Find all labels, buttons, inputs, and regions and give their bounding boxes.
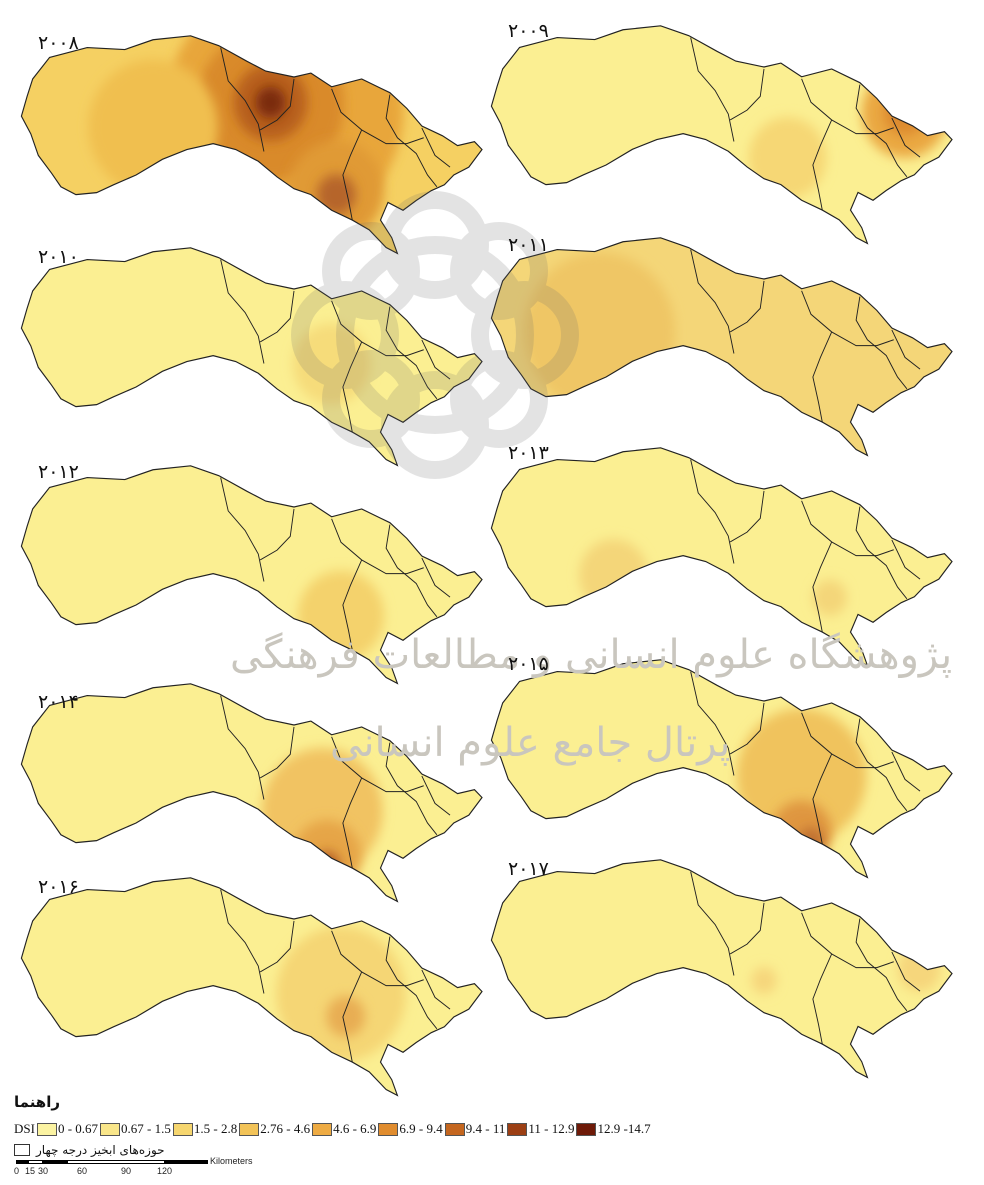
scale-segment <box>29 1160 42 1164</box>
basin-fill <box>21 683 483 902</box>
legend-basin-entry: حوزه‌های ابخیز درجه چهار <box>14 1143 204 1157</box>
legend-class-label: 11 - 12.9 <box>528 1121 575 1136</box>
basin-fill <box>21 877 483 1096</box>
map-panel <box>20 465 483 684</box>
dsi-hotspot <box>261 748 383 875</box>
legend-swatch <box>312 1122 333 1136</box>
legend-swatch <box>172 1122 193 1136</box>
basin-fill <box>21 247 483 466</box>
dsi-hotspot <box>751 966 777 995</box>
scale-unit: Kilometers <box>210 1156 253 1166</box>
scale-segment <box>164 1160 208 1164</box>
legend-swatch <box>444 1122 465 1136</box>
dsi-hotspot <box>579 539 649 612</box>
dsi-hotspot <box>313 851 340 879</box>
year-label: ۲۰۱۲ <box>38 461 79 483</box>
legend-swatch <box>36 1122 57 1136</box>
dsi-hotspot <box>812 579 848 616</box>
legend-index-label: DSI <box>14 1121 35 1136</box>
legend-class-label: 4.6 - 6.9 <box>333 1121 377 1136</box>
dsi-hotspot <box>523 252 676 411</box>
year-label: ۲۰۱۳ <box>508 442 549 464</box>
basin-fill <box>491 859 952 1078</box>
legend-classes: DSI 0 - 0.67 0.67 - 1.5 1.5 - 2.8 2.76 - 4.… <box>14 1121 774 1137</box>
map-panel <box>490 25 953 244</box>
map-panel <box>20 35 483 254</box>
legend-class-label: 2.76 - 4.6 <box>260 1121 311 1136</box>
legend-class-label: 6.9 - 9.4 <box>399 1121 443 1136</box>
map-legend: راهنما DSI 0 - 0.67 0.67 - 1.5 1.5 - 2.8 2.… <box>14 1093 774 1157</box>
dsi-hotspot <box>736 708 867 844</box>
dsi-hotspot <box>748 117 827 199</box>
scale-tick: 30 <box>38 1166 49 1176</box>
map-panel <box>490 659 953 878</box>
dsi-hotspot <box>316 174 356 216</box>
legend-class-label: 9.4 - 11 <box>465 1121 506 1136</box>
scale-segment <box>120 1160 164 1164</box>
legend-class-label: 1.5 - 2.8 <box>193 1121 238 1136</box>
dsi-hotspot <box>883 90 927 136</box>
dsi-hotspot <box>276 926 406 1062</box>
dsi-hotspot <box>88 59 218 195</box>
map-panel <box>20 877 483 1096</box>
basin-fill <box>491 447 952 666</box>
legend-swatch <box>576 1122 597 1136</box>
dsi-hotspot <box>292 323 371 405</box>
scale-segment <box>16 1160 29 1164</box>
map-panel <box>20 683 483 902</box>
year-label: ۲۰۱۴ <box>38 691 79 713</box>
scale-tick: 0 <box>14 1166 20 1176</box>
dsi-hotspot <box>297 570 385 661</box>
dsi-hotspot <box>292 820 362 893</box>
legend-class-label: 0 - 0.67 <box>57 1121 99 1136</box>
legend-swatch <box>100 1122 121 1136</box>
scale-segment <box>68 1160 120 1164</box>
legend-swatch <box>507 1122 528 1136</box>
year-label: ۲۰۰۹ <box>508 20 549 42</box>
legend-class-label: 12.9 -14.7 <box>597 1121 651 1136</box>
year-label: ۲۰۱۶ <box>38 876 79 898</box>
scale-tick: 60 <box>77 1166 88 1176</box>
dsi-hotspot <box>255 86 286 119</box>
legend-swatch <box>239 1122 260 1136</box>
year-label: ۲۰۱۵ <box>508 653 549 675</box>
map-panel <box>20 247 483 466</box>
scale-tick: 90 <box>121 1166 132 1176</box>
legend-title: راهنما <box>14 1093 60 1111</box>
scale-segment <box>42 1160 68 1164</box>
year-label: ۲۰۱۱ <box>508 234 549 256</box>
legend-basin-swatch <box>14 1144 30 1156</box>
dsi-hotspot <box>897 946 941 992</box>
legend-class-label: 0.67 - 1.5 <box>121 1121 171 1136</box>
year-label: ۲۰۱۷ <box>508 858 549 880</box>
year-label: ۲۰۰۸ <box>38 32 79 54</box>
legend-swatch <box>378 1122 399 1136</box>
scale-tick: 15 <box>25 1166 36 1176</box>
legend-basin-label: حوزه‌های ابخیز درجه چهار <box>36 1143 165 1157</box>
dsi-hotspot <box>861 67 949 158</box>
scale-tick: 120 <box>157 1166 173 1176</box>
map-panel <box>490 237 953 456</box>
map-panel <box>490 447 953 666</box>
basin-fill <box>491 659 952 878</box>
scale-bar: Kilometers 0 15 30 60 90 120 <box>14 1156 276 1182</box>
map-panel <box>490 859 953 1078</box>
year-label: ۲۰۱۰ <box>38 246 79 268</box>
basin-fill <box>21 465 483 684</box>
dsi-hotspot <box>326 996 366 1037</box>
